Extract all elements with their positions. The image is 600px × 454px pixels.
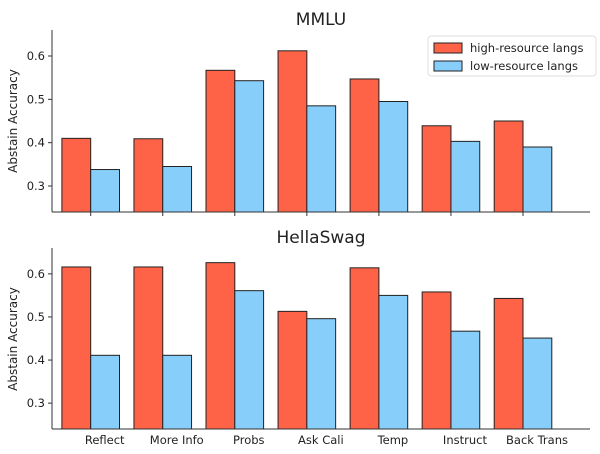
bar-high-temp bbox=[349, 267, 380, 430]
y-tick-label: 0.5 bbox=[27, 310, 45, 324]
panel-mmlu: MMLU Abstain Accuracy 0.3 0.4 0.5 0.6 bbox=[6, 10, 590, 216]
bar-low-temp bbox=[378, 101, 409, 213]
bar-high-back-trans bbox=[493, 120, 524, 213]
y-tick-label: 0.5 bbox=[27, 92, 45, 106]
bar-low-more-info bbox=[162, 354, 193, 430]
bar-high-more-info bbox=[133, 266, 164, 430]
x-tick-label: Probs bbox=[233, 433, 265, 447]
bar-high-temp bbox=[349, 78, 380, 213]
bar-low-temp bbox=[378, 294, 409, 430]
legend-label-low: low-resource langs bbox=[470, 59, 578, 73]
bar-high-more-info bbox=[133, 138, 164, 213]
bar-low-back-trans bbox=[522, 337, 553, 430]
legend: high-resource langs low-resource langs bbox=[427, 35, 597, 77]
bar-high-ask-cali bbox=[277, 310, 308, 430]
x-tick-label: More Info bbox=[150, 433, 204, 447]
legend-swatch-high bbox=[433, 42, 463, 54]
x-tick-label: Back Trans bbox=[506, 433, 568, 447]
y-tick-label: 0.3 bbox=[27, 396, 45, 410]
x-tick-label: Ask Cali bbox=[298, 433, 344, 447]
bar-high-reflect bbox=[61, 266, 92, 430]
panel-hellaswag: HellaSwag Abstain Accuracy 0.3 0.4 0.5 0.6 R… bbox=[6, 228, 590, 447]
x-tick-label: Reflect bbox=[85, 433, 125, 447]
bar-high-back-trans bbox=[493, 297, 524, 430]
legend-label-high: high-resource langs bbox=[470, 41, 583, 55]
y-tick-label: 0.4 bbox=[27, 353, 45, 367]
bar-high-probs bbox=[205, 69, 236, 213]
bar-low-probs bbox=[234, 80, 265, 213]
bar-low-reflect bbox=[90, 354, 120, 430]
bar-low-reflect bbox=[90, 169, 120, 213]
y-tick-label: 0.6 bbox=[27, 267, 45, 281]
bar-high-reflect bbox=[61, 137, 92, 213]
bar-low-ask-cali bbox=[306, 318, 337, 430]
chart-title: MMLU bbox=[296, 10, 346, 30]
bar-low-back-trans bbox=[522, 146, 553, 213]
bar-high-probs bbox=[205, 262, 236, 430]
y-tick-label: 0.3 bbox=[27, 179, 45, 193]
x-tick-label: Instruct bbox=[443, 433, 488, 447]
chart-title: HellaSwag bbox=[276, 228, 365, 248]
legend-frame bbox=[427, 35, 597, 77]
bar-high-instruct bbox=[421, 125, 452, 213]
bar-low-instruct bbox=[450, 140, 481, 213]
bar-high-ask-cali bbox=[277, 50, 308, 213]
bar-high-instruct bbox=[421, 291, 452, 430]
y-tick-label: 0.4 bbox=[27, 136, 45, 150]
y-tick-label: 0.6 bbox=[27, 49, 45, 63]
y-axis-label: Abstain Accuracy bbox=[6, 287, 20, 391]
y-axis-label: Abstain Accuracy bbox=[6, 69, 20, 173]
bar-low-instruct bbox=[450, 330, 481, 430]
bar-low-probs bbox=[234, 290, 265, 430]
bar-low-more-info bbox=[162, 166, 193, 213]
x-tick-label: Temp bbox=[377, 433, 409, 447]
bar-low-ask-cali bbox=[306, 105, 337, 213]
legend-swatch-low bbox=[433, 60, 463, 72]
